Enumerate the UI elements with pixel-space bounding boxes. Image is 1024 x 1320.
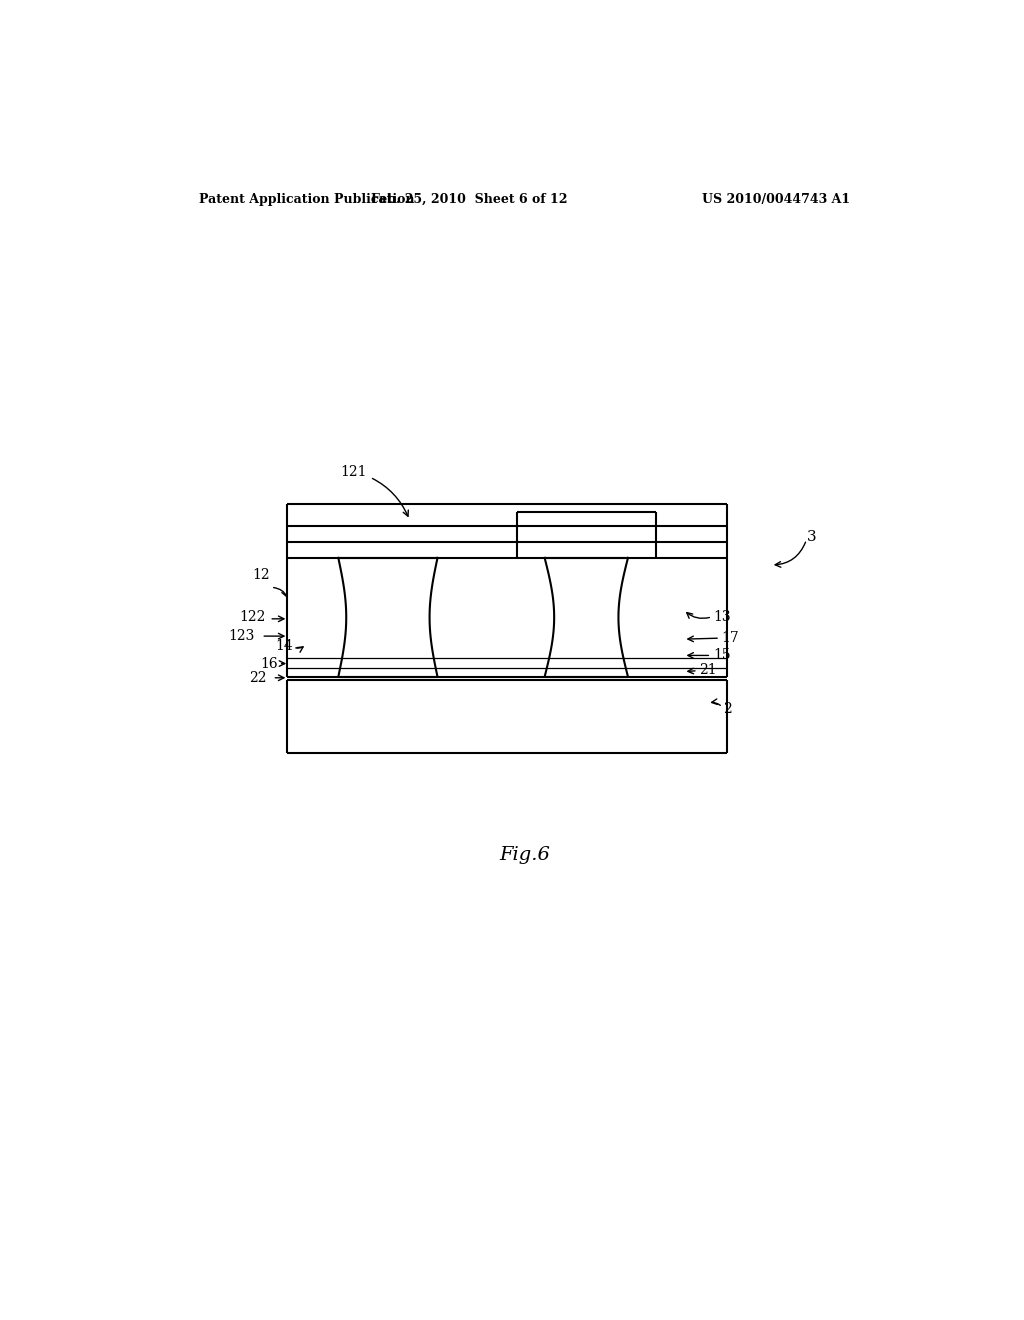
Text: 122: 122: [240, 610, 266, 624]
Text: 15: 15: [713, 648, 730, 663]
Text: 12: 12: [253, 568, 270, 582]
Text: 22: 22: [249, 671, 266, 685]
Text: 16: 16: [260, 656, 279, 671]
Text: Feb. 25, 2010  Sheet 6 of 12: Feb. 25, 2010 Sheet 6 of 12: [371, 193, 567, 206]
Text: 123: 123: [228, 630, 255, 643]
Text: 17: 17: [722, 631, 739, 645]
Text: US 2010/0044743 A1: US 2010/0044743 A1: [702, 193, 850, 206]
Text: 14: 14: [275, 639, 293, 653]
Text: 2: 2: [723, 702, 732, 717]
Text: 21: 21: [699, 663, 717, 677]
Text: Patent Application Publication: Patent Application Publication: [200, 193, 415, 206]
Text: Fig.6: Fig.6: [500, 846, 550, 863]
Text: 3: 3: [807, 529, 817, 544]
Text: 13: 13: [714, 610, 731, 624]
Text: 121: 121: [341, 465, 409, 516]
